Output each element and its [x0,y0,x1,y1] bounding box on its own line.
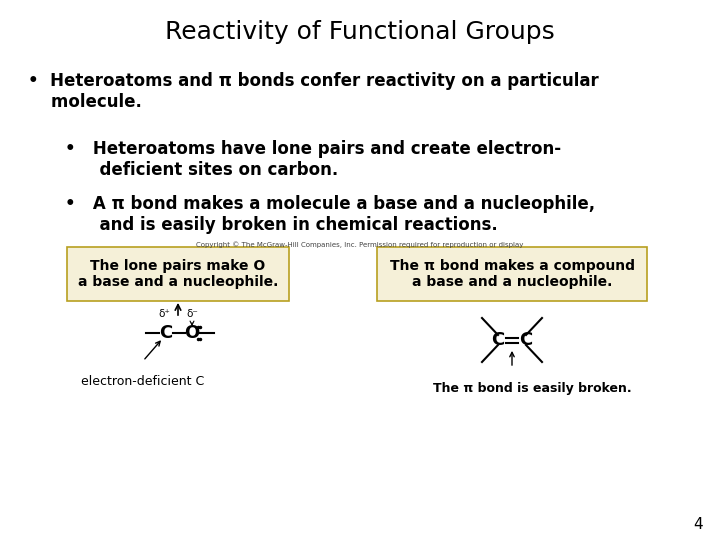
Text: 4: 4 [693,517,703,532]
Text: C: C [519,331,533,349]
Text: C: C [491,331,505,349]
Text: Copyright © The McGraw-Hill Companies, Inc. Permission required for reproduction: Copyright © The McGraw-Hill Companies, I… [197,241,523,248]
FancyBboxPatch shape [377,247,647,301]
Text: The π bond is easily broken.: The π bond is easily broken. [433,382,631,395]
Text: The lone pairs make O
a base and a nucleophile.: The lone pairs make O a base and a nucle… [78,259,278,289]
FancyBboxPatch shape [67,247,289,301]
Text: The π bond makes a compound
a base and a nucleophile.: The π bond makes a compound a base and a… [390,259,634,289]
Text: O: O [184,324,199,342]
Text: electron-deficient C: electron-deficient C [81,375,204,388]
Text: δ⁺: δ⁺ [158,309,170,319]
Text: •  Heteroatoms and π bonds confer reactivity on a particular
    molecule.: • Heteroatoms and π bonds confer reactiv… [28,72,599,111]
Text: •   Heteroatoms have lone pairs and create electron-
      deficient sites on ca: • Heteroatoms have lone pairs and create… [65,140,561,179]
Text: C: C [159,324,173,342]
Text: •   A π bond makes a molecule a base and a nucleophile,
      and is easily brok: • A π bond makes a molecule a base and a… [65,195,595,234]
Text: Reactivity of Functional Groups: Reactivity of Functional Groups [165,20,555,44]
Text: δ⁻: δ⁻ [186,309,198,319]
